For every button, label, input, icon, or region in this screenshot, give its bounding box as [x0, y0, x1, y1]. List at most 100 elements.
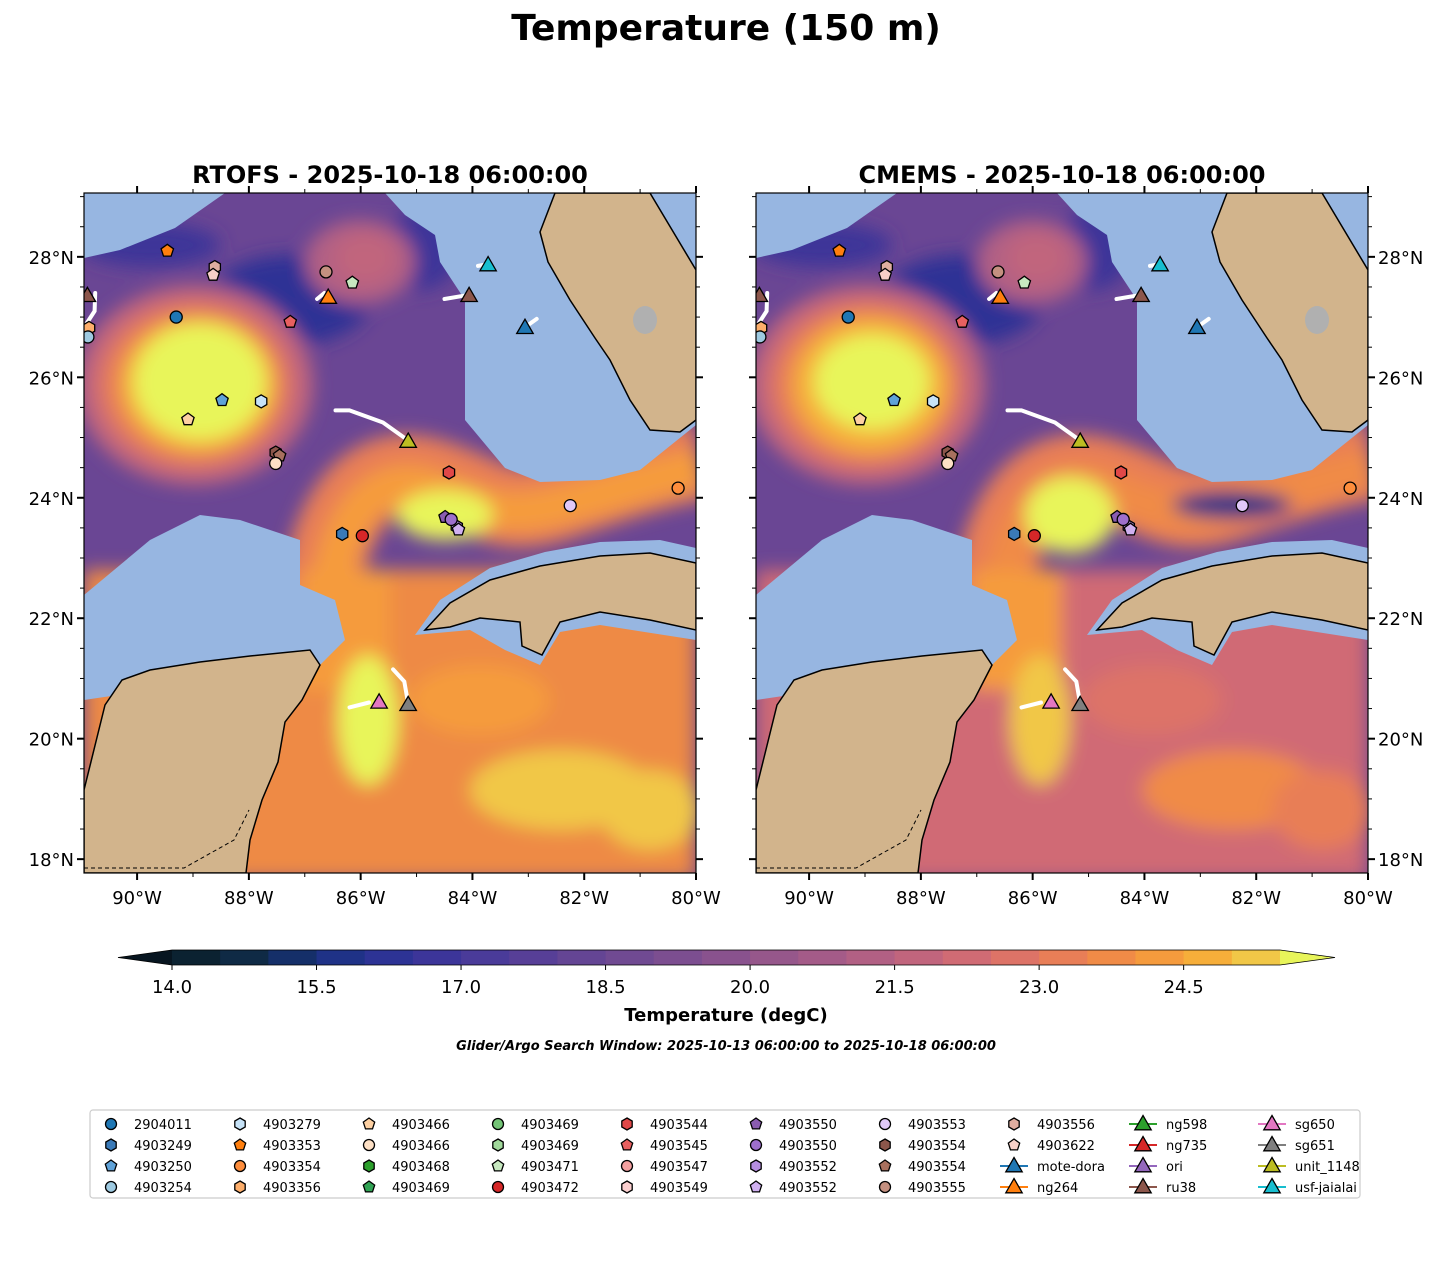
legend-item-4903353: 4903353: [233, 1138, 321, 1154]
colorbar-bin: [316, 950, 366, 965]
observation-marker-4903250: [887, 392, 901, 407]
legend-label: usf-jaialai: [1295, 1181, 1357, 1196]
legend-label: 4903354: [263, 1160, 321, 1175]
observation-marker-ng264: [318, 287, 338, 304]
lake-okeechobee: [1305, 306, 1329, 334]
legend-label: 4903554: [908, 1160, 966, 1175]
border-line: [756, 809, 922, 869]
glider-track: [987, 291, 999, 301]
colorbar-label: Temperature (degC): [624, 1005, 827, 1026]
legend-marker-triangle-icon: [1133, 1156, 1153, 1173]
legend-marker-pentagon-icon: [749, 1117, 763, 1130]
legend-item-4903550: 4903550: [749, 1138, 837, 1154]
legend-label: 4903545: [650, 1139, 708, 1154]
legend-label: 4903550: [779, 1139, 837, 1154]
legend-marker-circle-icon: [878, 1180, 892, 1194]
observation-marker-4903555: [319, 265, 333, 279]
colorbar-bin: [894, 950, 944, 965]
legend-marker-hexagon-icon: [105, 1138, 117, 1152]
legend-item-4903466: 4903466: [362, 1138, 450, 1154]
legend-item-4903547: 4903547: [620, 1159, 708, 1175]
legend-label: ng735: [1166, 1139, 1207, 1154]
colorbar-bin: [798, 950, 847, 965]
colorbar-tick-label: 20.0: [730, 977, 770, 998]
legend-marker-triangle-icon: [1133, 1114, 1153, 1131]
colorbar-bin: [1231, 950, 1281, 965]
colorbar-bin: [172, 950, 221, 965]
observation-marker-4903544: [442, 465, 456, 480]
map-frame: [755, 192, 1369, 874]
legend-label: 4903469: [521, 1118, 579, 1133]
legend-label: 4903556: [1037, 1118, 1095, 1133]
observation-marker-4903249: [1007, 526, 1021, 542]
cold-filament: [1172, 491, 1292, 519]
map-area: [84, 193, 696, 873]
glider-track: [84, 291, 98, 326]
legend-item-4903254: 4903254: [104, 1180, 192, 1196]
observation-marker-4903472: [355, 529, 369, 543]
legend-item-2904011: 2904011: [104, 1117, 192, 1133]
legend-marker-hexagon-icon: [363, 1159, 375, 1173]
legend-item-4903549: 4903549: [621, 1180, 708, 1196]
legend-item-ori: ori: [1129, 1156, 1183, 1175]
legend-item-usf-jaialai: usf-jaialai: [1258, 1177, 1357, 1196]
legend-item-4903466: 4903466: [362, 1117, 450, 1133]
legend-marker-triangle-icon: [1133, 1135, 1153, 1152]
observation-marker-unit_1148: [398, 431, 418, 448]
legend-item-4903545: 4903545: [620, 1138, 708, 1154]
legend-item-4903552: 4903552: [750, 1159, 837, 1175]
observation-marker-4903254: [84, 330, 95, 344]
cmems-panel-title: CMEMS - 2025-10-18 06:00:00: [859, 161, 1266, 189]
legend-label: sg651: [1295, 1139, 1335, 1154]
cmems-map-panel: 90°W 88°W 86°W 84°W 82°W 80°W 18°N 20°N 22°N 24°N…: [749, 186, 1423, 909]
legend-label: 4903472: [521, 1181, 579, 1196]
observation-marker-4903279: [254, 394, 268, 409]
lat-tick-label: 20°N: [29, 730, 74, 751]
legend-item-ng735: ng735: [1129, 1135, 1207, 1154]
observation-marker-4903545: [283, 314, 298, 328]
lon-tick-label: 86°W: [1008, 888, 1058, 909]
legend-marker-circle-icon: [491, 1180, 505, 1194]
legend-item-ng598: ng598: [1129, 1114, 1207, 1133]
observation-marker-sg650: [369, 692, 389, 709]
observation-marker-4903555: [991, 265, 1005, 279]
observation-marker-4903249: [335, 526, 349, 542]
legend-item-4903553: 4903553: [878, 1117, 966, 1133]
legend-label: 4903254: [134, 1181, 192, 1196]
colorbar-tick-label: 14.0: [152, 977, 192, 998]
observation-marker-4903353: [832, 243, 847, 257]
yucatan-land: [84, 649, 321, 873]
legend-label: 4903466: [392, 1139, 450, 1154]
legend-item-4903469: 4903469: [362, 1180, 450, 1196]
lon-tick-label: 80°W: [671, 888, 721, 909]
observation-marker-usf-jaialai: [1150, 255, 1170, 272]
colorbar-bin: [1183, 950, 1233, 965]
legend-label: 4903550: [779, 1118, 837, 1133]
observation-marker-4903353: [160, 243, 175, 257]
legend-label: ng598: [1166, 1118, 1207, 1133]
legend-item-4903354: 4903354: [233, 1159, 321, 1175]
legend-marker-circle-icon: [104, 1117, 118, 1131]
observation-marker-4903466: [269, 456, 283, 471]
observation-marker-4903354: [671, 481, 685, 495]
observation-marker-mote-dora: [1187, 317, 1207, 335]
legend-marker-triangle-icon: [1133, 1177, 1153, 1194]
observation-marker-4903466: [181, 412, 195, 426]
map-frame: [83, 192, 697, 874]
colorbar-bin: [1087, 950, 1136, 965]
observation-marker-unit_1148: [1070, 431, 1090, 448]
legend-label: unit_1148: [1295, 1160, 1360, 1175]
legend-item-4903468: 4903468: [363, 1159, 450, 1175]
colorbar-bin: [364, 950, 414, 965]
legend-item-4903356: 4903356: [234, 1180, 321, 1196]
colorbar-bin: [1039, 950, 1088, 965]
figure-title: Temperature (150 m): [511, 8, 941, 49]
legend-marker-hexagon-icon: [234, 1117, 246, 1131]
glider-track: [315, 291, 327, 301]
colorbar-bin: [268, 950, 318, 965]
colorbar-bin: [846, 950, 896, 965]
colorbar-bin: [653, 950, 703, 965]
legend-label: 4903249: [134, 1139, 192, 1154]
florida-land: [539, 193, 696, 433]
legend-item-ru38: ru38: [1129, 1177, 1196, 1196]
